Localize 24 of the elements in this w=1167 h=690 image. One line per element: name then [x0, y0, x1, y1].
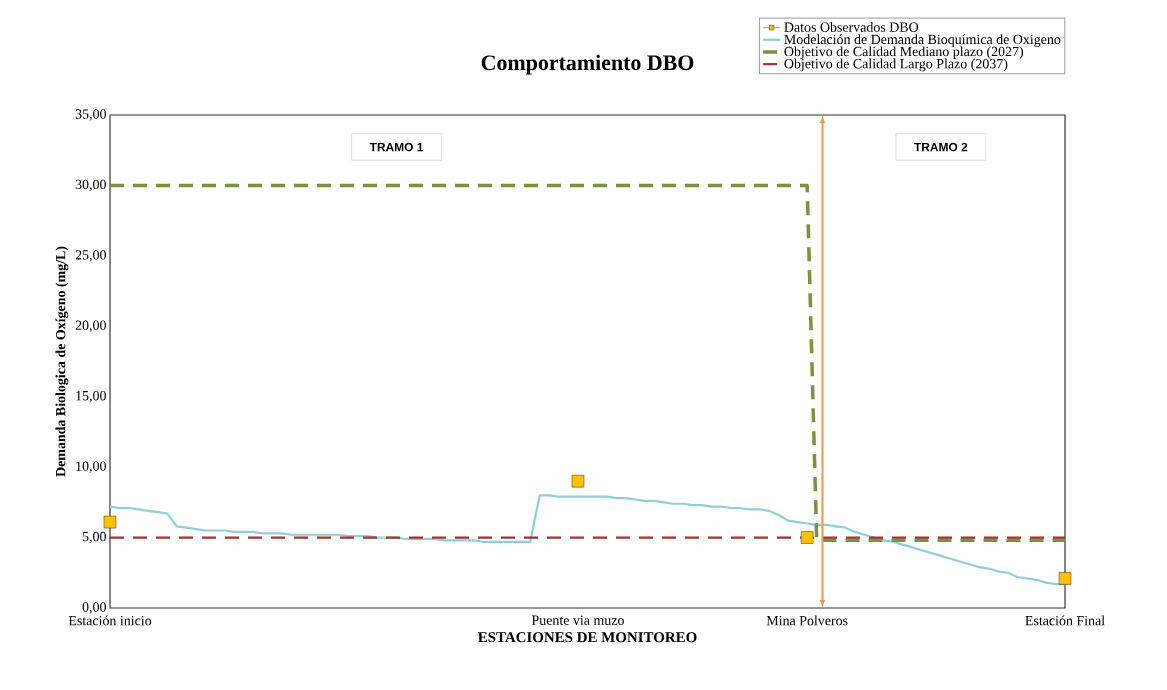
x-tick-label: Estación Final	[1025, 615, 1105, 626]
annotation: TRAMO 2	[914, 142, 968, 152]
legend-label: Datos Observados DBO	[784, 22, 919, 32]
y-tick-label: 20,00	[75, 320, 106, 332]
y-tick-label: 15,00	[76, 390, 106, 403]
x-tick-label: Mina Polveros	[766, 615, 848, 626]
chart-title: Comportamiento DBO	[481, 54, 694, 75]
legend-label: Modelación de Demanda Bioquímica de Oxigeno	[784, 34, 1061, 47]
y-tick-label: 25,00	[75, 250, 106, 262]
y-axis-title: Demanda Biologica de Oxígeno (mg/L)	[55, 246, 69, 477]
point	[103, 515, 117, 529]
y-tick-label: 35,00	[75, 109, 106, 121]
y-tick-label: 30,00	[75, 179, 106, 192]
point	[800, 531, 814, 544]
y-tick-label: 5,00	[82, 531, 106, 544]
x-tick-label: Puente via muzo	[531, 615, 624, 625]
x-axis-title: ESTACIONES DE MONITOREO	[478, 632, 697, 643]
y-tick-label: 10,00	[76, 461, 106, 473]
point	[571, 475, 585, 488]
x-tick-label: Estación inicio	[68, 615, 152, 626]
annotation: TRAMO 1	[369, 142, 424, 152]
legend-label: Objetivo de Calidad Largo Plazo (2037)	[784, 58, 1008, 72]
point	[1058, 572, 1072, 585]
y-tick-label: 0,00	[82, 602, 106, 614]
